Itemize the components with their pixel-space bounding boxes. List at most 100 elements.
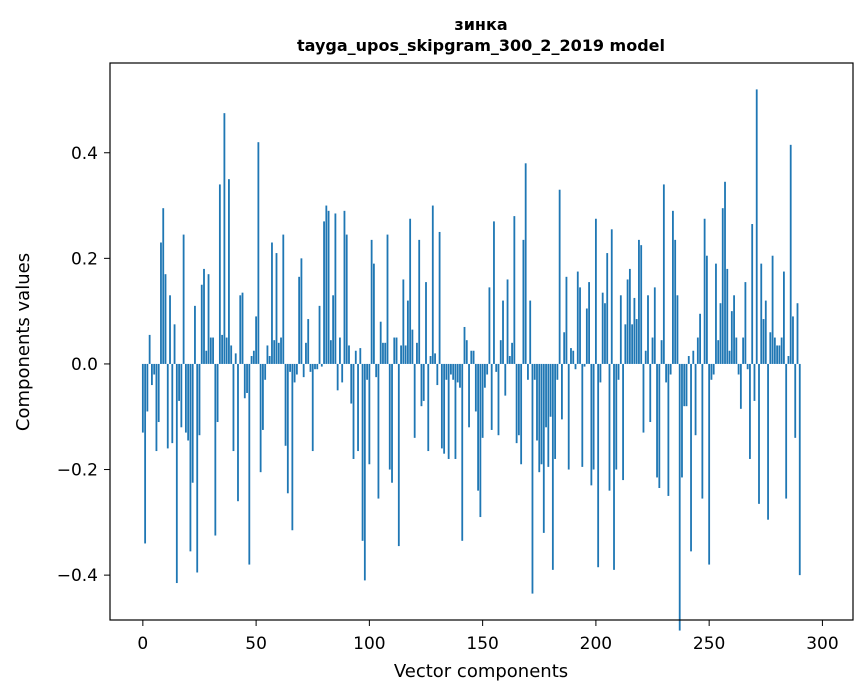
- bar-179: [547, 363, 550, 467]
- bar-193: [579, 287, 581, 364]
- bar-174: [536, 363, 538, 441]
- x-tick-label: 300: [806, 634, 838, 654]
- bar-99: [366, 363, 369, 380]
- bar-244: [694, 363, 697, 436]
- bar-211: [619, 295, 622, 364]
- bar-240: [685, 363, 688, 407]
- bar-72: [305, 342, 307, 364]
- bar-250: [708, 363, 711, 565]
- x-tick-label: 200: [580, 634, 612, 654]
- bar-111: [393, 337, 396, 364]
- bar-81: [325, 205, 328, 364]
- bar-215: [628, 268, 631, 364]
- bar-73: [307, 319, 310, 364]
- bar-165: [515, 363, 518, 444]
- bar-137: [452, 363, 455, 380]
- bar-89: [343, 210, 346, 364]
- bar-267: [746, 363, 749, 370]
- bar-194: [581, 363, 584, 467]
- bar-134: [445, 363, 448, 380]
- bar-202: [599, 363, 602, 383]
- bar-70: [300, 258, 303, 364]
- bar-120: [413, 363, 416, 438]
- y-axis-label: Components values: [13, 253, 34, 431]
- bar-281: [778, 345, 781, 364]
- bar-226: [653, 287, 656, 364]
- bar-186: [563, 332, 566, 364]
- bar-9: [162, 208, 165, 364]
- bar-135: [447, 363, 450, 459]
- bar-132: [440, 363, 443, 449]
- bar-282: [780, 337, 783, 364]
- bar-59: [275, 253, 278, 364]
- bar-12: [169, 295, 171, 364]
- bar-3: [148, 334, 151, 364]
- bar-38: [228, 179, 230, 364]
- bar-284: [785, 363, 788, 499]
- bar-280: [776, 345, 779, 364]
- bar-181: [551, 363, 554, 570]
- bar-255: [719, 303, 722, 364]
- bar-183: [556, 363, 559, 380]
- bar-53: [262, 363, 264, 430]
- bar-212: [622, 363, 624, 481]
- bar-223: [647, 295, 649, 364]
- bar-249: [705, 255, 708, 364]
- bar-43: [239, 295, 242, 364]
- bar-101: [370, 239, 373, 364]
- bar-173: [533, 363, 536, 380]
- bar-195: [583, 363, 586, 367]
- bar-170: [527, 363, 529, 380]
- bar-160: [504, 363, 507, 396]
- bar-21: [189, 363, 192, 552]
- bar-82: [327, 210, 330, 364]
- bar-29: [207, 274, 210, 364]
- bar-28: [205, 350, 208, 364]
- bar-264: [739, 363, 742, 409]
- bar-218: [635, 319, 638, 364]
- bar-189: [570, 348, 572, 364]
- bar-23: [194, 305, 196, 364]
- bar-52: [259, 363, 262, 473]
- bar-234: [672, 210, 674, 364]
- bar-64: [286, 363, 289, 494]
- bar-94: [354, 350, 357, 364]
- bar-220: [640, 245, 643, 364]
- bar-86: [336, 363, 339, 391]
- bar-269: [751, 224, 754, 364]
- bar-231: [665, 363, 668, 383]
- bar-0: [141, 363, 144, 433]
- y-tick-label: 0.0: [71, 355, 98, 375]
- bar-283: [783, 271, 785, 364]
- bar-54: [264, 363, 267, 380]
- bar-271: [755, 89, 758, 364]
- bar-252: [712, 363, 715, 375]
- bar-177: [542, 363, 545, 533]
- bar-108: [386, 234, 389, 364]
- bar-290: [798, 363, 801, 576]
- bar-237: [678, 363, 681, 631]
- bar-199: [592, 363, 595, 470]
- bar-268: [749, 363, 751, 459]
- bar-17: [180, 363, 183, 428]
- bar-127: [429, 356, 432, 364]
- bar-245: [696, 337, 699, 364]
- bar-45: [243, 363, 246, 399]
- bar-266: [744, 282, 747, 364]
- bar-2: [146, 363, 149, 412]
- bar-79: [320, 363, 323, 367]
- bar-57: [271, 242, 273, 364]
- bar-30: [209, 337, 212, 364]
- bar-7: [157, 363, 160, 423]
- bar-236: [676, 295, 679, 364]
- bar-13: [171, 363, 174, 444]
- bar-277: [769, 332, 772, 364]
- bar-106: [382, 342, 384, 364]
- bar-145: [470, 350, 473, 364]
- bar-44: [241, 292, 244, 364]
- bar-67: [293, 363, 296, 383]
- bar-119: [411, 329, 414, 364]
- bar-34: [218, 184, 221, 364]
- bar-40: [232, 363, 235, 452]
